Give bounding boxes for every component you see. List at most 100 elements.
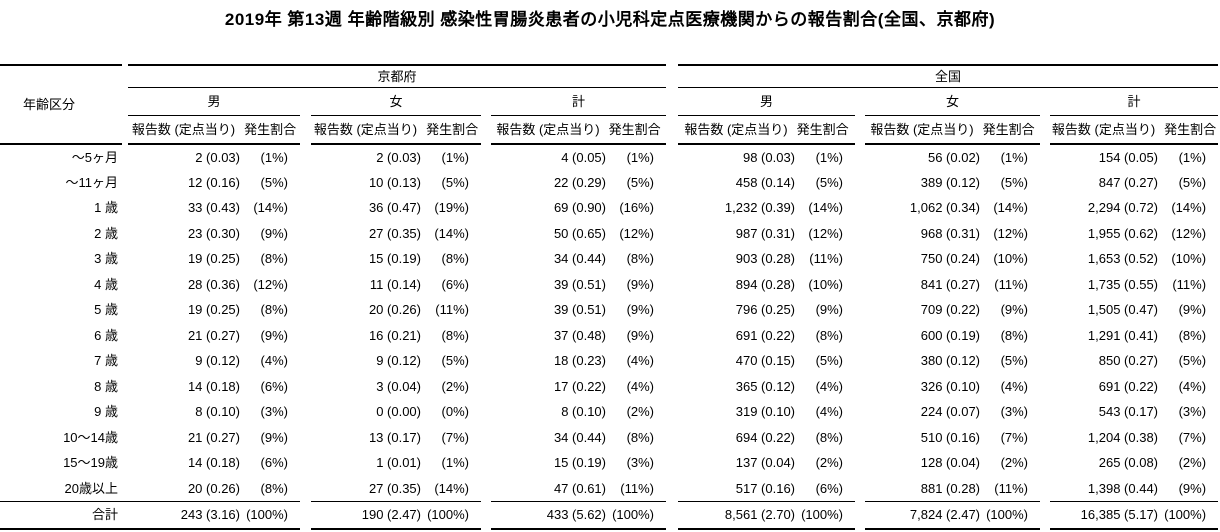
percent-cell: (9%) bbox=[260, 327, 288, 343]
percent-cell: (10%) bbox=[1171, 251, 1207, 267]
percent-cell: (14%) bbox=[253, 200, 288, 216]
value-cell: 326 (0.10) bbox=[920, 378, 981, 394]
percent-cell: (14%) bbox=[808, 200, 844, 216]
metric-rate-label: 発生割合 bbox=[244, 121, 297, 137]
age-cell: 6 歳 bbox=[94, 327, 118, 343]
value-cell: 12 (0.16) bbox=[187, 174, 240, 190]
value-cell: 1,505 (0.47) bbox=[1087, 302, 1159, 318]
value-cell: 510 (0.16) bbox=[920, 429, 981, 445]
value-cell: 137 (0.04) bbox=[735, 455, 796, 471]
value-cell: 433 (5.62) bbox=[491, 500, 606, 530]
percent-cell: (100%) bbox=[795, 500, 856, 530]
table-row: ～11ヶ月 12 (0.16) (5%) 10 (0.13) (5%) 22 (… bbox=[0, 170, 1218, 196]
value-cell: 3 (0.04) bbox=[376, 378, 421, 394]
age-cell: ～5ヶ月 bbox=[71, 149, 118, 165]
percent-cell: (9%) bbox=[1178, 302, 1207, 318]
percent-cell: (6%) bbox=[260, 455, 288, 471]
age-cell: 4 歳 bbox=[94, 276, 118, 292]
percent-cell: (100%) bbox=[606, 500, 667, 530]
spacer-cell bbox=[666, 374, 678, 400]
age-cell: 8 歳 bbox=[94, 378, 118, 394]
value-cell: 20 (0.26) bbox=[368, 302, 421, 318]
spacer-cell bbox=[666, 65, 678, 144]
value-cell: 15 (0.19) bbox=[553, 455, 606, 471]
percent-cell: (3%) bbox=[260, 404, 288, 420]
age-cell: ～11ヶ月 bbox=[65, 174, 119, 190]
spacer-cell bbox=[855, 144, 865, 170]
percent-cell: (5%) bbox=[815, 353, 844, 369]
percent-cell: (10%) bbox=[808, 276, 844, 292]
percent-cell: (10%) bbox=[993, 251, 1029, 267]
spacer-cell bbox=[666, 348, 678, 374]
percent-cell: (5%) bbox=[1000, 174, 1029, 190]
spacer-cell bbox=[666, 501, 678, 529]
value-cell: 27 (0.35) bbox=[368, 225, 421, 241]
value-cell: 243 (3.16) bbox=[128, 500, 240, 530]
value-cell: 10 (0.13) bbox=[368, 174, 421, 190]
percent-cell: (16%) bbox=[619, 200, 655, 216]
value-cell: 389 (0.12) bbox=[920, 174, 981, 190]
percent-cell: (8%) bbox=[441, 251, 469, 267]
value-cell: 987 (0.31) bbox=[735, 225, 796, 241]
spacer-cell bbox=[666, 399, 678, 425]
value-cell: 11 (0.14) bbox=[369, 276, 421, 292]
metric-report-label: 報告数 (定点当り) bbox=[684, 121, 788, 137]
spacer-cell bbox=[666, 272, 678, 298]
value-cell: 36 (0.47) bbox=[368, 200, 421, 216]
value-cell: 1,735 (0.55) bbox=[1087, 276, 1159, 292]
spacer-cell bbox=[855, 348, 865, 374]
spacer-cell bbox=[855, 115, 865, 144]
metrics-header: 報告数 (定点当り) 発生割合 bbox=[311, 115, 481, 145]
spacer-cell bbox=[300, 272, 311, 298]
value-cell: 28 (0.36) bbox=[187, 276, 240, 292]
percent-cell: (19%) bbox=[434, 200, 469, 216]
value-cell: 4 (0.05) bbox=[561, 149, 606, 165]
age-cell: 5 歳 bbox=[94, 302, 118, 318]
spacer-cell bbox=[300, 501, 311, 529]
spacer-cell bbox=[1040, 221, 1050, 247]
percent-cell: (100%) bbox=[421, 500, 481, 530]
percent-cell: (8%) bbox=[260, 251, 288, 267]
percent-cell: (9%) bbox=[815, 302, 844, 318]
value-cell: 50 (0.65) bbox=[553, 225, 606, 241]
spacer-cell bbox=[855, 87, 865, 115]
spacer-cell bbox=[855, 425, 865, 451]
percent-cell: (8%) bbox=[1178, 327, 1207, 343]
table-row: 20歳以上 20 (0.26) (8%) 27 (0.35) (14%) 47 … bbox=[0, 476, 1218, 502]
value-cell: 850 (0.27) bbox=[1098, 353, 1159, 369]
percent-cell: (100%) bbox=[240, 500, 300, 530]
percent-cell: (6%) bbox=[441, 276, 469, 292]
spacer-cell bbox=[1040, 144, 1050, 170]
spacer-cell bbox=[855, 195, 865, 221]
spacer-cell bbox=[855, 501, 865, 529]
percent-cell: (3%) bbox=[626, 455, 655, 471]
value-cell: 128 (0.04) bbox=[920, 455, 981, 471]
spacer-cell bbox=[481, 115, 491, 144]
percent-cell: (3%) bbox=[1178, 404, 1207, 420]
table-row: ～5ヶ月 2 (0.03) (1%) 2 (0.03) (1%) 4 (0.05… bbox=[0, 144, 1218, 170]
value-cell: 9 (0.12) bbox=[195, 353, 240, 369]
value-cell: 8,561 (2.70) bbox=[678, 500, 796, 530]
spacer-cell bbox=[855, 246, 865, 272]
metric-rate-label: 発生割合 bbox=[982, 121, 1035, 137]
table-row: 3 歳 19 (0.25) (8%) 15 (0.19) (8%) 34 (0.… bbox=[0, 246, 1218, 272]
value-cell: 380 (0.12) bbox=[920, 353, 981, 369]
table-row: 15～19歳 14 (0.18) (6%) 1 (0.01) (1%) 15 (… bbox=[0, 450, 1218, 476]
spacer-cell bbox=[855, 374, 865, 400]
spacer-cell bbox=[1040, 348, 1050, 374]
percent-cell: (9%) bbox=[1178, 480, 1207, 496]
value-cell: 470 (0.15) bbox=[735, 353, 796, 369]
percent-cell: (8%) bbox=[815, 327, 844, 343]
spacer-cell bbox=[300, 348, 311, 374]
spacer-cell bbox=[481, 246, 491, 272]
value-cell: 1,398 (0.44) bbox=[1087, 480, 1159, 496]
percent-cell: (9%) bbox=[260, 429, 288, 445]
value-cell: 1,653 (0.52) bbox=[1087, 251, 1159, 267]
header-row-region: 年齢区分 京都府 全国 bbox=[0, 64, 1219, 145]
value-cell: 847 (0.27) bbox=[1098, 174, 1159, 190]
age-cell: 合計 bbox=[0, 500, 122, 530]
value-cell: 796 (0.25) bbox=[735, 302, 796, 318]
spacer-cell bbox=[666, 323, 678, 349]
metrics-header: 報告数 (定点当り) 発生割合 bbox=[128, 115, 300, 145]
